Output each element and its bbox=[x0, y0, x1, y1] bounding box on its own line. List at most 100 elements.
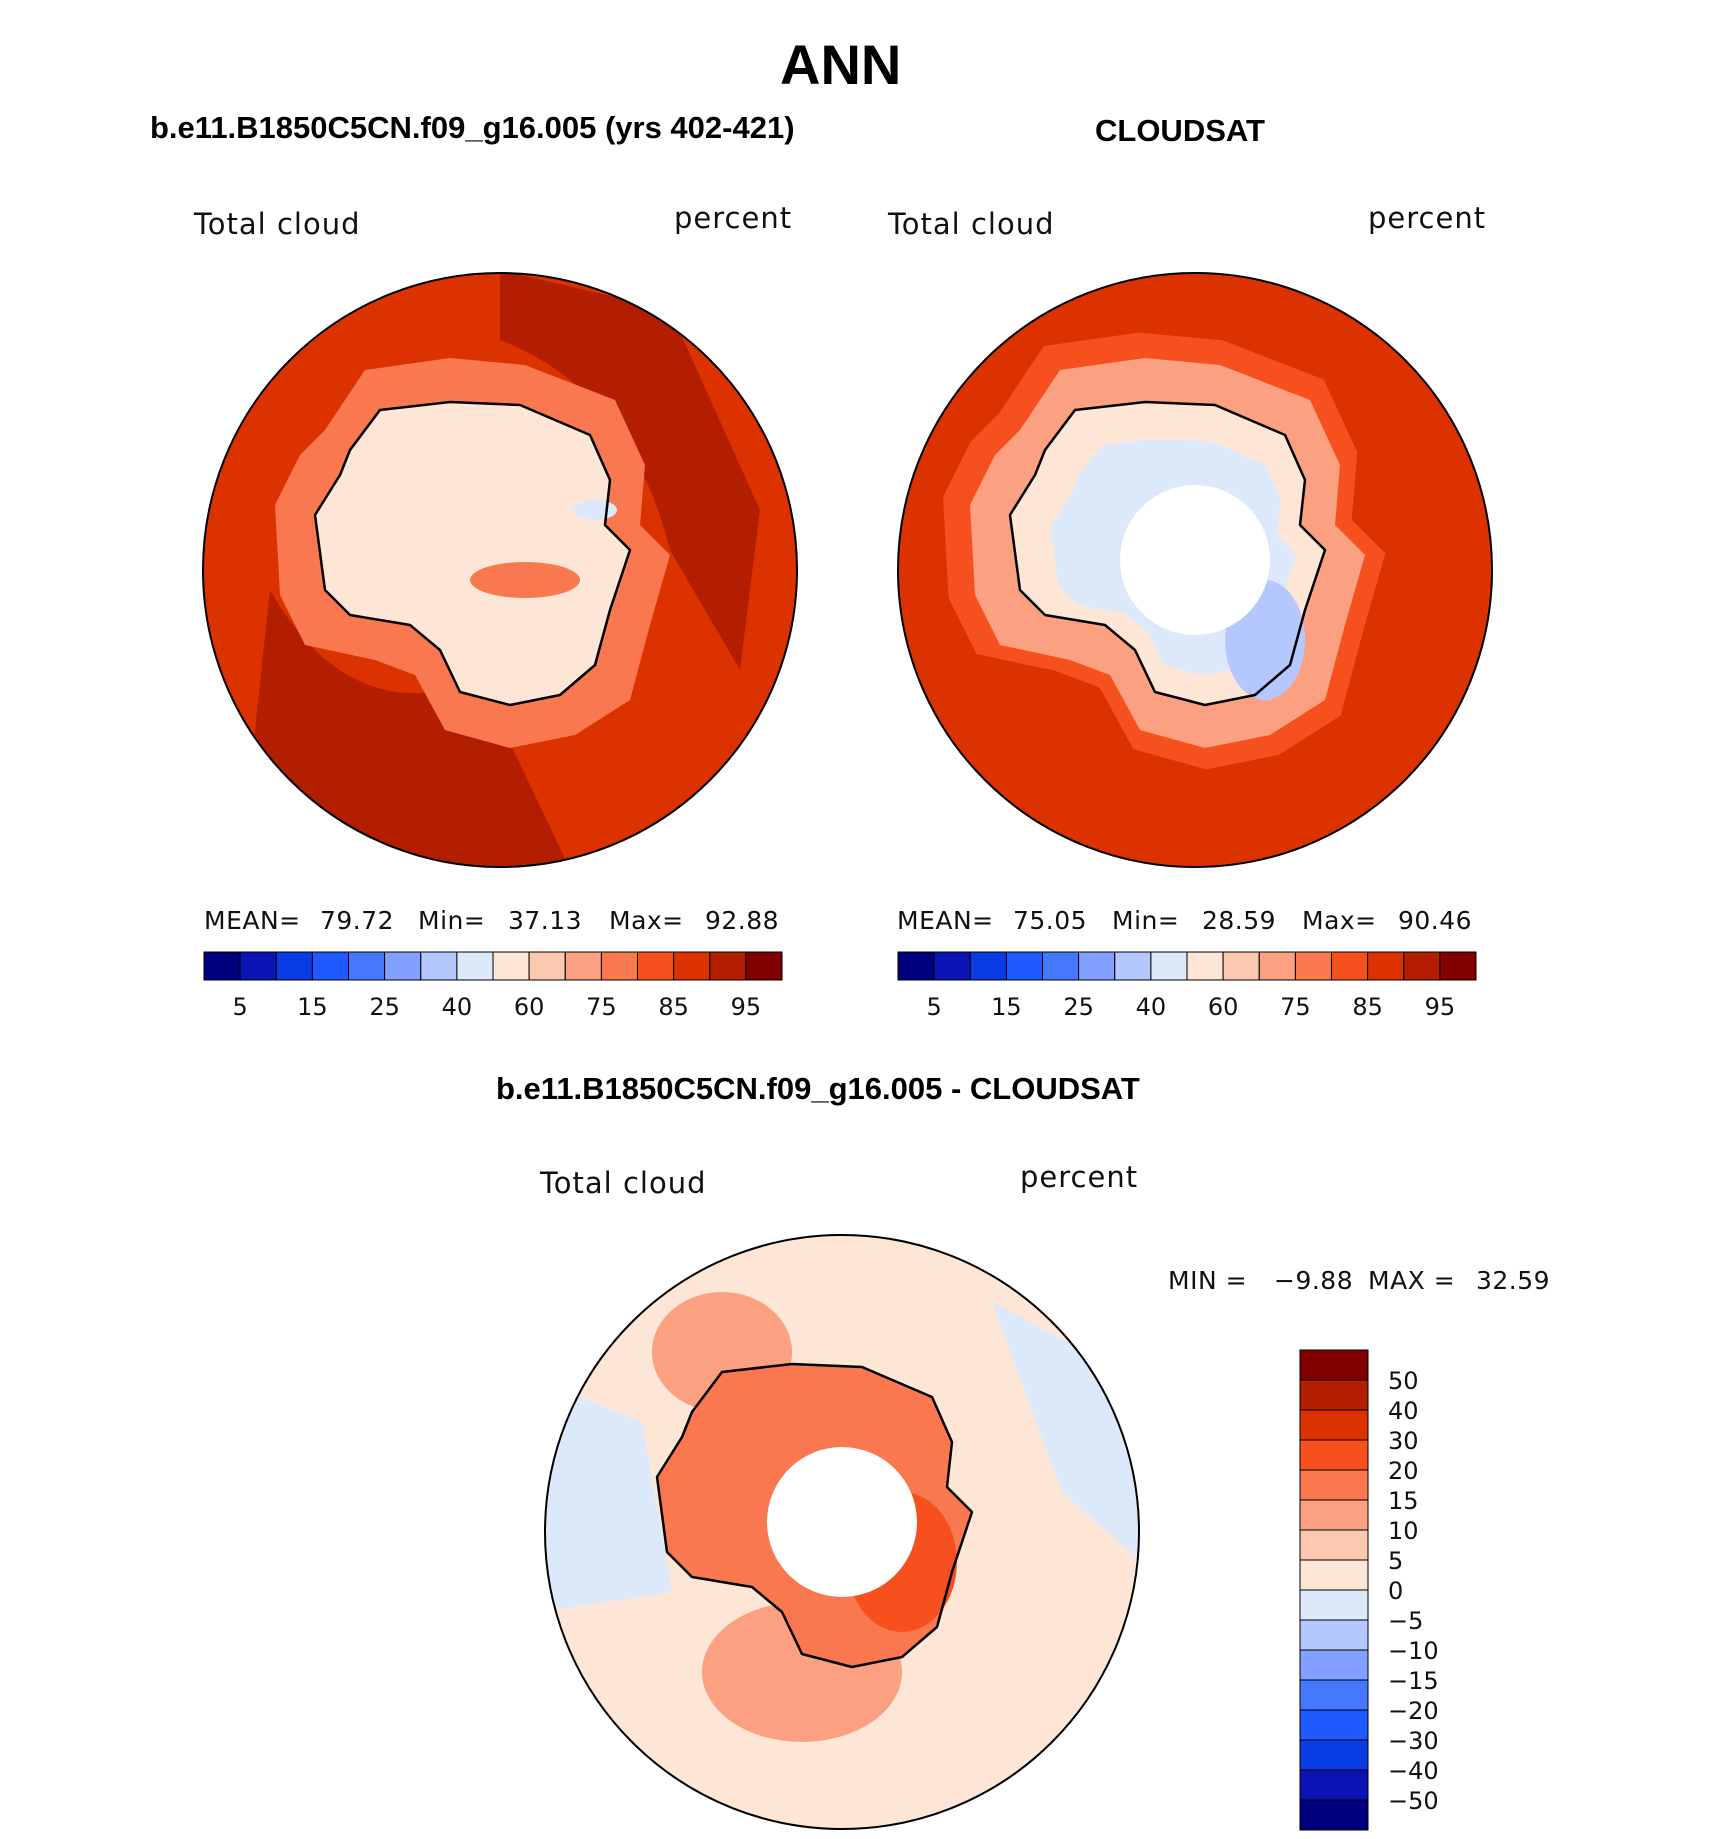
colorbar-3-swatch bbox=[1299, 1589, 1369, 1621]
colorbar-2-tick-label: 95 bbox=[1425, 993, 1456, 1021]
colorbar-1-tick-label: 95 bbox=[731, 993, 762, 1021]
colorbar-3-swatch bbox=[1299, 1799, 1369, 1831]
colorbar-3-tick-label: −5 bbox=[1388, 1607, 1423, 1635]
colorbar-2-tick-label: 40 bbox=[1136, 993, 1167, 1021]
colorbar-1-tick-label: 60 bbox=[514, 993, 545, 1021]
colorbar-3-tick-label: 20 bbox=[1388, 1457, 1419, 1485]
colorbar-3-tick-label: −20 bbox=[1388, 1697, 1439, 1725]
panel-1-max-value: 92.88 bbox=[705, 906, 780, 935]
map-2-coastline bbox=[1008, 400, 1327, 707]
colorbar-1-swatch bbox=[420, 951, 458, 981]
colorbar-1-swatch bbox=[528, 951, 566, 981]
colorbar-3-tick-label: 40 bbox=[1388, 1397, 1419, 1425]
colorbar-3-tick-label: −15 bbox=[1388, 1667, 1439, 1695]
colorbar-3-tick-label: 50 bbox=[1388, 1367, 1419, 1395]
panel-3-units: percent bbox=[1020, 1160, 1139, 1194]
panel-1-min-label: Min= bbox=[418, 906, 486, 935]
colorbar-1-swatch bbox=[275, 951, 313, 981]
colorbar-1-swatch bbox=[600, 951, 639, 981]
colorbar-1-swatch bbox=[239, 951, 277, 981]
colorbar-1-swatch bbox=[203, 951, 241, 981]
panel-2-units: percent bbox=[1368, 201, 1487, 235]
panel-1-units: percent bbox=[674, 201, 793, 235]
colorbar-2-swatch bbox=[1294, 951, 1333, 981]
panel-2-max-label: Max= bbox=[1302, 906, 1377, 935]
map-1-coastline bbox=[313, 400, 632, 707]
panel-1-min-value: 37.13 bbox=[508, 906, 583, 935]
colorbar-1-tick-label: 15 bbox=[297, 993, 328, 1021]
colorbar-3-swatch bbox=[1299, 1439, 1369, 1471]
colorbar-1-swatch bbox=[745, 951, 783, 981]
colorbar-1-swatch bbox=[348, 951, 386, 981]
panel-2-min-value: 28.59 bbox=[1202, 906, 1277, 935]
panel-1-mean-label: MEAN= bbox=[204, 906, 301, 935]
colorbar-2-swatch bbox=[1222, 951, 1260, 981]
panel-3-max-value: 32.59 bbox=[1476, 1266, 1551, 1295]
colorbar-3-tick-label: −30 bbox=[1388, 1727, 1439, 1755]
colorbar-3-tick-label: 30 bbox=[1388, 1427, 1419, 1455]
colorbar-1-swatch bbox=[384, 951, 422, 981]
colorbar-3-swatch bbox=[1299, 1529, 1369, 1561]
colorbar-3-tick-label: 0 bbox=[1388, 1577, 1403, 1605]
colorbar-1-swatch bbox=[311, 951, 349, 981]
colorbar-2-swatch bbox=[1367, 951, 1405, 981]
page-title: ANN bbox=[780, 33, 902, 96]
panel-2-title: CLOUDSAT bbox=[1095, 113, 1265, 148]
colorbar-1-tick-label: 85 bbox=[658, 993, 689, 1021]
map-1-border bbox=[202, 272, 798, 868]
panel-1-variable: Total cloud bbox=[194, 207, 361, 241]
panel-1-title: b.e11.B1850C5CN.f09_g16.005 (yrs 402-421… bbox=[150, 110, 795, 145]
colorbar-3-swatch bbox=[1299, 1679, 1369, 1711]
panel-3-min-label: MIN = bbox=[1168, 1266, 1248, 1295]
colorbar-1-tick-label: 25 bbox=[369, 993, 400, 1021]
colorbar-1-swatch bbox=[564, 951, 602, 981]
colorbar-2-swatch bbox=[1005, 951, 1044, 981]
map-1-continent bbox=[315, 402, 630, 705]
panel-3-variable: Total cloud bbox=[540, 1166, 707, 1200]
colorbar-1-tick-label: 5 bbox=[232, 993, 247, 1021]
colorbar-1-swatch bbox=[673, 951, 711, 981]
map-1-belt-east bbox=[500, 273, 760, 670]
colorbar-2-swatch bbox=[1331, 951, 1369, 981]
colorbar-2-swatch bbox=[897, 951, 935, 981]
colorbar-2-tick-label: 25 bbox=[1063, 993, 1094, 1021]
colorbar-1-tick-label: 75 bbox=[586, 993, 617, 1021]
panel-2-min-label: Min= bbox=[1112, 906, 1180, 935]
colorbar-2-swatch bbox=[933, 951, 971, 981]
colorbar-3-tick-label: 10 bbox=[1388, 1517, 1419, 1545]
panel-3-title: b.e11.B1850C5CN.f09_g16.005 - CLOUDSAT bbox=[496, 1071, 1140, 1106]
panel-1-mean-value: 79.72 bbox=[320, 906, 395, 935]
map-1-fields bbox=[203, 273, 797, 867]
panel-2-mean-label: MEAN= bbox=[897, 906, 994, 935]
colorbar-2-swatch bbox=[1150, 951, 1188, 981]
colorbar-1-swatch bbox=[709, 951, 747, 981]
colorbar-2-tick-label: 85 bbox=[1352, 993, 1383, 1021]
map-2-border bbox=[897, 272, 1493, 868]
map-3-pacific-neg bbox=[545, 1382, 672, 1612]
panel-3-min-value: −9.88 bbox=[1274, 1266, 1354, 1295]
map-2-pole-nodata bbox=[1120, 485, 1270, 635]
colorbar-2-tick-label: 60 bbox=[1208, 993, 1239, 1021]
colorbar-2-swatch bbox=[1258, 951, 1296, 981]
panel-2-mean-value: 75.05 bbox=[1013, 906, 1088, 935]
colorbar-3-swatch bbox=[1299, 1349, 1369, 1381]
colorbar-1-swatch bbox=[492, 951, 530, 981]
colorbar-3-swatch bbox=[1299, 1739, 1369, 1771]
colorbar-1-swatch bbox=[637, 951, 675, 981]
colorbar-2-swatch bbox=[1078, 951, 1116, 981]
colorbar-3-swatch bbox=[1299, 1559, 1369, 1591]
colorbar-2-swatch bbox=[1186, 951, 1224, 981]
map-3-border bbox=[544, 1234, 1140, 1830]
colorbar-2-swatch bbox=[1042, 951, 1080, 981]
panel-1-max-label: Max= bbox=[609, 906, 684, 935]
colorbar-2-swatch bbox=[969, 951, 1007, 981]
colorbar-1-tick-label: 40 bbox=[442, 993, 473, 1021]
colorbar-3-tick-label: −50 bbox=[1388, 1787, 1439, 1815]
colorbar-3-swatch bbox=[1299, 1409, 1369, 1441]
map-3-coastline bbox=[655, 1362, 974, 1669]
map-3-pole-nodata bbox=[767, 1447, 917, 1597]
colorbar-2-swatch bbox=[1403, 951, 1441, 981]
colorbar-2-swatch bbox=[1439, 951, 1477, 981]
colorbar-2-tick-label: 5 bbox=[926, 993, 941, 1021]
